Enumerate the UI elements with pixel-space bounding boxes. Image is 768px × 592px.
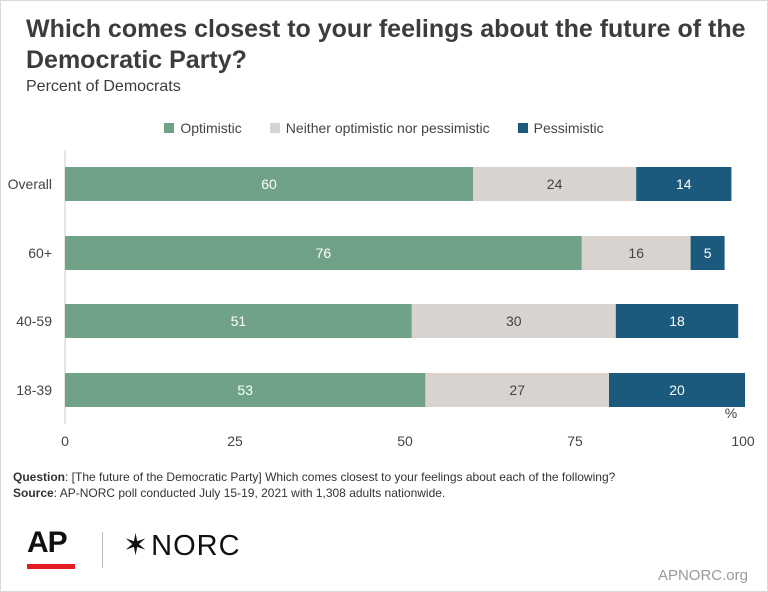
- data-label-pessimistic-0: 14: [676, 176, 692, 192]
- legend-label-pessimistic: Pessimistic: [533, 120, 604, 136]
- category-label-3: 18-39: [16, 382, 52, 398]
- bar-neither-1: [581, 236, 691, 270]
- data-label-neither-2: 30: [506, 313, 522, 329]
- norc-logo: ✶NORC: [123, 528, 241, 563]
- data-label-neither-0: 24: [547, 176, 563, 192]
- data-label-pessimistic-2: 18: [669, 313, 685, 329]
- bar-optimistic-2: [65, 304, 412, 338]
- x-tick-label-2: 50: [397, 433, 413, 449]
- x-tick-label-4: 100: [731, 433, 755, 449]
- legend-item-pessimistic: Pessimistic: [517, 120, 604, 136]
- bar-pessimistic-3: [609, 373, 745, 407]
- bar-optimistic-0: [65, 167, 473, 201]
- data-label-optimistic-1: 76: [316, 245, 332, 261]
- chart-subtitle: Percent of Democrats: [26, 78, 181, 95]
- data-label-neither-1: 16: [628, 245, 644, 261]
- question-line: Question: [The future of the Democratic …: [13, 469, 758, 485]
- data-label-pessimistic-3: 20: [669, 382, 685, 398]
- bar-pessimistic-1: [690, 236, 725, 270]
- chart-title: Which comes closest to your feelings abo…: [26, 15, 746, 74]
- norc-logo-text: NORC: [151, 530, 241, 562]
- legend-item-neither: Neither optimistic nor pessimistic: [269, 120, 490, 136]
- legend-swatch-optimistic: [164, 123, 175, 133]
- bar-neither-3: [425, 373, 609, 407]
- category-label-1: 60+: [28, 245, 52, 261]
- legend-label-neither: Neither optimistic nor pessimistic: [285, 120, 490, 136]
- bar-neither-0: [473, 167, 637, 201]
- norc-star-icon: ✶: [123, 529, 150, 562]
- legend-label-optimistic: Optimistic: [180, 120, 242, 136]
- data-label-pessimistic-1: 5: [704, 245, 712, 261]
- data-label-neither-3: 27: [509, 382, 525, 398]
- apnorc-url: APNORC.org: [657, 567, 748, 584]
- x-tick-label-0: 0: [61, 433, 69, 449]
- footnote: Question: [The future of the Democratic …: [13, 469, 758, 501]
- x-tick-label-3: 75: [567, 433, 583, 449]
- data-label-optimistic-3: 53: [237, 382, 253, 398]
- logo-divider: [102, 532, 103, 568]
- ap-logo-underline: [27, 564, 75, 569]
- category-label-0: Overall: [8, 176, 52, 192]
- source-label: Source: [13, 486, 54, 500]
- question-label: Question: [13, 470, 66, 484]
- ap-logo: AP: [27, 526, 68, 559]
- legend: Optimistic Neither optimistic nor pessim…: [0, 120, 768, 136]
- legend-swatch-neither: [269, 123, 280, 133]
- source-line: Source: AP-NORC poll conducted July 15-1…: [13, 485, 758, 501]
- legend-swatch-pessimistic: [517, 123, 528, 133]
- question-text: : [The future of the Democratic Party] W…: [65, 470, 616, 484]
- data-label-optimistic-2: 51: [231, 313, 247, 329]
- legend-item-optimistic: Optimistic: [164, 120, 242, 136]
- x-tick-label-1: 25: [227, 433, 243, 449]
- unit-label: %: [725, 405, 737, 421]
- source-text: : AP-NORC poll conducted July 15-19, 202…: [53, 486, 446, 500]
- data-label-optimistic-0: 60: [261, 176, 277, 192]
- bar-pessimistic-0: [636, 167, 732, 201]
- category-label-2: 40-59: [16, 313, 52, 329]
- bar-pessimistic-2: [615, 304, 739, 338]
- bar-optimistic-3: [65, 373, 426, 407]
- bar-optimistic-1: [65, 236, 582, 270]
- bar-neither-2: [411, 304, 616, 338]
